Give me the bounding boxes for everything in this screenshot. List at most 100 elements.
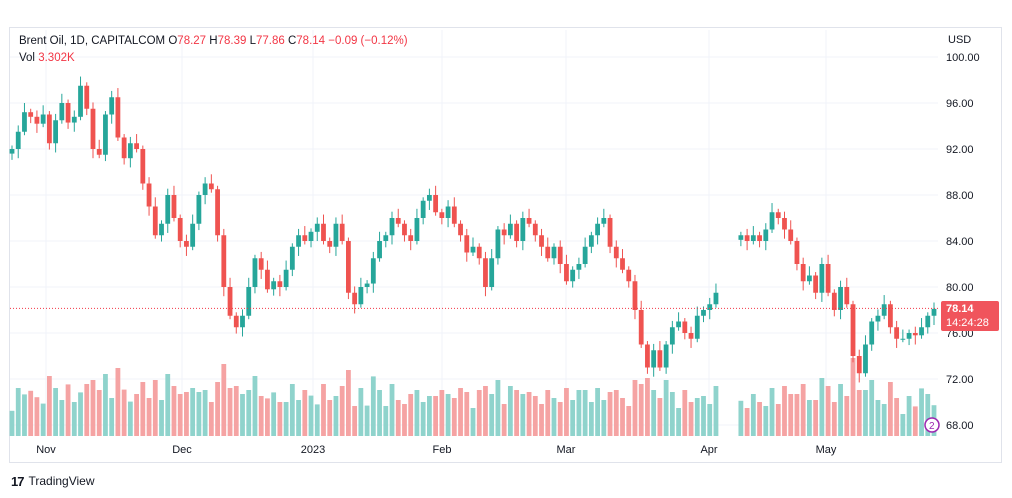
volume-bar (925, 394, 931, 436)
volume-bar (713, 386, 719, 436)
volume-bar (433, 396, 439, 436)
candle-body (676, 321, 681, 328)
candle-body (881, 304, 887, 316)
volume-bar (912, 406, 918, 436)
brand-footer[interactable]: 17 TradingView (11, 473, 95, 489)
volume-bar (333, 396, 339, 436)
candle-body (582, 246, 588, 264)
volume-bar (302, 390, 308, 436)
candle-body (215, 189, 220, 236)
volume-bar (638, 384, 644, 436)
candle-body (339, 223, 345, 241)
volume-bar (819, 378, 825, 436)
candle-body (78, 85, 83, 117)
volume-bar (545, 390, 551, 436)
volume-bar (576, 390, 582, 436)
candle-body (109, 97, 115, 115)
volume-bar (115, 368, 121, 436)
currency-label[interactable]: USD (948, 34, 972, 46)
volume-bar (782, 386, 787, 436)
volume-bar (364, 405, 370, 436)
candle-body (426, 195, 432, 201)
volume-bar (626, 406, 632, 436)
volume-bar (152, 380, 158, 436)
candle-body (22, 112, 27, 132)
candle-body (165, 195, 171, 224)
grid-lines (10, 30, 938, 436)
candle-body (115, 97, 121, 138)
candle-body (545, 246, 551, 259)
volume-bar (451, 398, 457, 436)
low-label: L (249, 35, 256, 47)
volume-bar (564, 388, 569, 436)
volume-bar (389, 384, 395, 436)
volume-bar (788, 394, 794, 436)
gear-icon[interactable]: 2 (924, 417, 940, 433)
candle-body (84, 85, 90, 109)
candle-body (931, 308, 937, 316)
volume-bar (215, 382, 220, 436)
volume-bar (701, 396, 706, 436)
candle-body (28, 112, 34, 117)
volume-bar (109, 398, 115, 436)
candle-body (825, 264, 831, 293)
symbol-title[interactable]: Brent Oil, 1D, CAPITALCOM (19, 35, 166, 47)
volume-bar (682, 390, 688, 436)
volume-bar (252, 376, 258, 436)
candle-body (800, 264, 806, 282)
candle-body (476, 246, 482, 259)
volume-bar (707, 404, 713, 436)
candles (9, 76, 937, 383)
candle-body (831, 292, 837, 310)
candle-body (750, 235, 756, 241)
volume-bar (296, 400, 301, 436)
x-tick-label: May (816, 444, 837, 456)
volume-bar (202, 390, 208, 436)
candle-body (302, 235, 308, 241)
volume-bar (127, 401, 133, 436)
candle-body (233, 315, 239, 328)
volume-bar (881, 404, 887, 436)
chart-frame[interactable] (9, 27, 1002, 463)
change-value: −0.09 (−0.12%) (328, 35, 408, 47)
candle-body (694, 315, 700, 339)
volume-bar (551, 398, 557, 436)
candle-body (121, 137, 127, 159)
high-label: H (209, 35, 218, 47)
volume-bar (769, 388, 775, 436)
volume-bar (90, 380, 96, 436)
volume-bar (869, 380, 875, 436)
volume-bar (165, 374, 171, 436)
candle-body (90, 108, 96, 149)
volume-bar (146, 398, 152, 436)
volume-bar (277, 402, 283, 436)
candle-body (576, 264, 582, 270)
volume-bars (9, 358, 937, 436)
candle-body (202, 183, 208, 195)
volume-bar (383, 406, 389, 436)
candle-body (626, 269, 632, 282)
volume-bar (483, 386, 488, 436)
candle-body (501, 229, 507, 236)
candle-body (314, 223, 320, 232)
candle-body (526, 218, 532, 224)
candle-body (221, 235, 227, 287)
volume-legend: Vol 3.302K (19, 52, 75, 64)
candle-body (775, 212, 781, 218)
candle-body (906, 333, 912, 339)
volume-bar (669, 392, 675, 436)
volume-bar (470, 408, 476, 436)
tradingview-logo-icon[interactable]: 17 (11, 473, 25, 489)
time-axis[interactable]: Nov Dec 2023 Feb Mar Apr May (36, 444, 837, 456)
volume-bar (507, 386, 513, 436)
volume-bar (46, 376, 52, 436)
volume-bar (346, 370, 351, 436)
volume-bar (22, 394, 27, 436)
candle-body (763, 229, 769, 241)
volume-bar (134, 394, 139, 436)
candle-body (240, 315, 245, 328)
brand-name[interactable]: TradingView (28, 474, 95, 488)
price-axis[interactable]: 100.00 96.00 92.00 88.00 84.00 80.00 76.00 72.0… (946, 52, 980, 432)
volume-bar (177, 394, 183, 436)
